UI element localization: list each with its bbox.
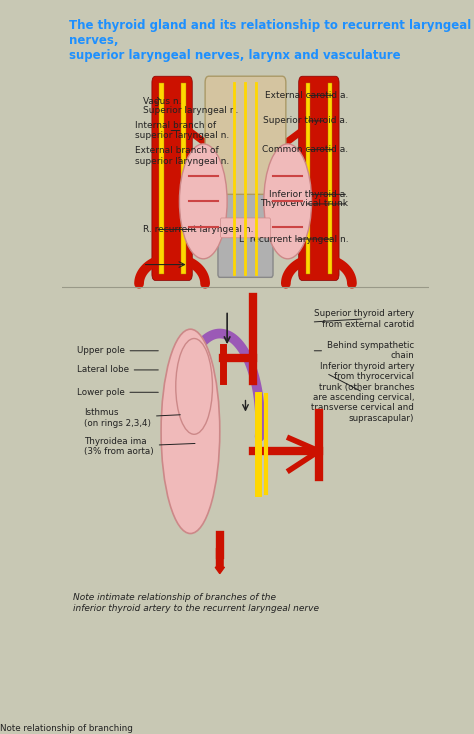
Ellipse shape: [161, 329, 220, 534]
Text: Upper pole: Upper pole: [77, 346, 158, 355]
Text: Internal branch of
superior laryngeal n.: Internal branch of superior laryngeal n.: [136, 121, 229, 140]
Text: The thyroid gland and its relationship to recurrent laryngeal nerves,
superior l: The thyroid gland and its relationship t…: [69, 19, 472, 62]
Text: Vagus n.: Vagus n.: [143, 97, 181, 106]
FancyBboxPatch shape: [152, 76, 192, 280]
Bar: [328, 83, 332, 275]
Text: Lower pole: Lower pole: [77, 388, 158, 397]
FancyBboxPatch shape: [205, 76, 286, 195]
Text: Lateral lobe: Lateral lobe: [77, 366, 158, 374]
Text: Note intimate relationship of branches of the
inferior thyroid artery to the rec: Note intimate relationship of branches o…: [73, 593, 319, 613]
FancyBboxPatch shape: [218, 185, 273, 277]
Text: Superior thyroid a.: Superior thyroid a.: [264, 117, 348, 126]
Text: L. recurrent laryngeal n.: L. recurrent laryngeal n.: [238, 235, 348, 244]
Text: Inferior thyroid a.: Inferior thyroid a.: [269, 190, 348, 199]
Bar: [159, 83, 164, 275]
Text: Common carotid a.: Common carotid a.: [262, 145, 348, 154]
Text: R. recurrent laryngeal n.: R. recurrent laryngeal n.: [143, 225, 253, 234]
Ellipse shape: [180, 144, 227, 259]
Text: Superior thyroid artery
from external carotid: Superior thyroid artery from external ca…: [314, 309, 414, 329]
Text: Isthmus
(on rings 2,3,4): Isthmus (on rings 2,3,4): [84, 408, 180, 427]
FancyBboxPatch shape: [299, 76, 339, 280]
Ellipse shape: [176, 338, 212, 435]
Ellipse shape: [264, 144, 311, 259]
Text: Thyrocervical trunk: Thyrocervical trunk: [260, 200, 348, 208]
Text: Note relationship of branching
of arteries to pretracheal fascia: Note relationship of branching of arteri…: [0, 724, 138, 734]
Text: External carotid a.: External carotid a.: [265, 91, 348, 100]
Bar: [306, 83, 310, 275]
Text: Superior laryngeal n.: Superior laryngeal n.: [143, 102, 238, 115]
Text: Inferior thyroid artery
from thyrocervical
trunk (other branches
are ascending c: Inferior thyroid artery from thyrocervic…: [311, 362, 414, 423]
Text: External branch of
superior laryngeal n.: External branch of superior laryngeal n.: [136, 146, 229, 166]
FancyArrow shape: [215, 548, 224, 574]
FancyBboxPatch shape: [220, 218, 271, 238]
Bar: [181, 83, 186, 275]
Text: Thyroidea ima
(3% from aorta): Thyroidea ima (3% from aorta): [84, 437, 195, 457]
Text: Behind sympathetic
chain: Behind sympathetic chain: [314, 341, 414, 360]
